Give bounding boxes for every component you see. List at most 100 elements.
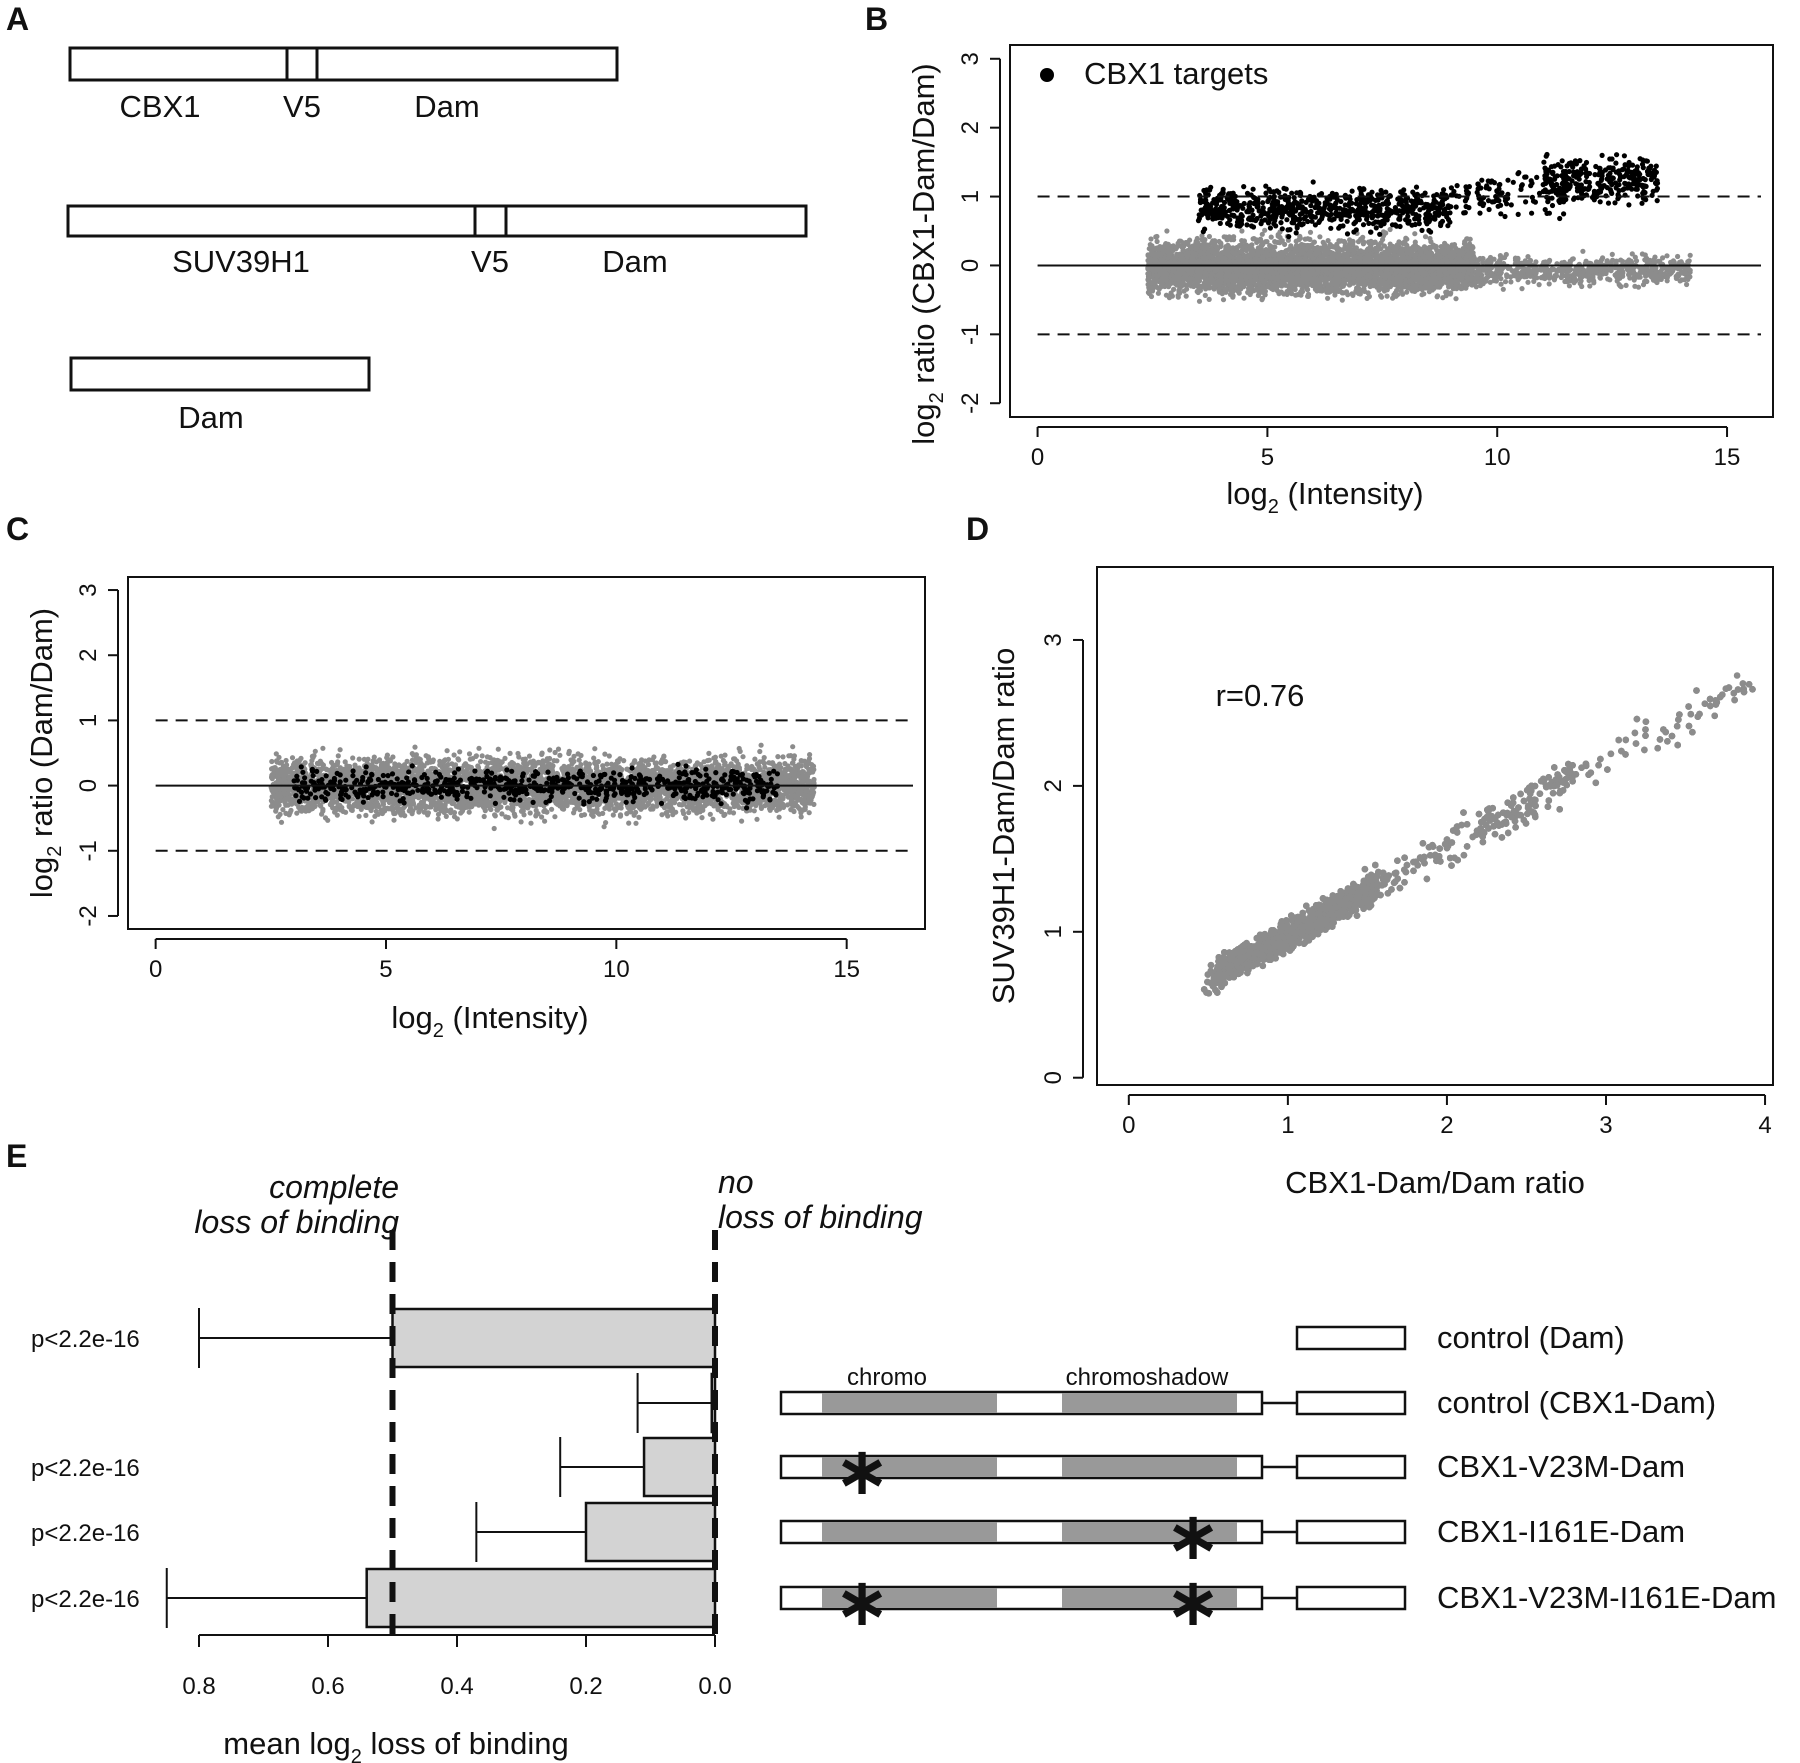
data-point <box>1271 270 1277 276</box>
data-point <box>1405 285 1411 291</box>
data-point <box>1353 245 1359 251</box>
data-point <box>1304 280 1310 286</box>
data-point <box>1684 281 1690 288</box>
data-point <box>1623 282 1629 288</box>
data-point <box>1412 254 1418 260</box>
data-point <box>1473 284 1479 290</box>
data-point <box>1181 277 1187 283</box>
data-point <box>1238 267 1244 273</box>
data-point <box>1440 250 1446 256</box>
construct-box <box>66 204 808 238</box>
data-point <box>1195 240 1201 246</box>
data-point <box>1176 274 1182 280</box>
data-point <box>1284 288 1290 295</box>
data-point <box>1406 255 1412 261</box>
data-point <box>1407 248 1413 254</box>
data-point <box>1396 256 1402 262</box>
data-point <box>1444 280 1450 286</box>
data-point <box>1176 279 1182 285</box>
data-point <box>1609 251 1615 257</box>
data-point <box>1145 281 1151 288</box>
scatter-points <box>1145 151 1693 304</box>
construct-cbx1-dam <box>68 46 619 82</box>
data-point <box>1155 290 1161 296</box>
data-point <box>1307 229 1314 235</box>
data-point <box>1362 259 1368 265</box>
data-point <box>1639 251 1645 257</box>
data-point <box>1362 282 1368 288</box>
data-point <box>1460 246 1466 252</box>
construct-label: Dam <box>414 89 479 124</box>
data-point <box>1221 250 1227 256</box>
data-point <box>1347 237 1353 243</box>
data-point <box>1226 234 1232 240</box>
data-point <box>1248 278 1254 284</box>
data-point <box>1289 278 1295 284</box>
data-point <box>1199 237 1205 243</box>
data-point <box>1154 238 1160 245</box>
data-point <box>1434 247 1440 253</box>
data-point <box>1259 231 1265 237</box>
data-point <box>1183 251 1189 257</box>
data-point <box>1297 248 1303 254</box>
data-point <box>1236 256 1242 262</box>
data-point <box>1218 241 1224 247</box>
data-point <box>1305 236 1311 242</box>
construct-label: Dam <box>178 400 243 435</box>
data-point <box>1202 292 1208 298</box>
data-point <box>1300 273 1306 279</box>
data-point <box>1208 274 1214 280</box>
data-point <box>1193 281 1199 287</box>
data-point <box>1164 282 1170 288</box>
data-point <box>1283 282 1289 288</box>
data-point <box>1196 298 1203 304</box>
data-point <box>1293 271 1300 277</box>
data-point <box>1437 279 1444 286</box>
data-point <box>1447 266 1453 272</box>
data-point <box>1617 283 1623 289</box>
data-point <box>1185 268 1191 274</box>
data-point <box>1288 243 1294 249</box>
data-point <box>1272 275 1278 281</box>
data-point <box>1315 268 1321 274</box>
data-point <box>1445 244 1451 250</box>
data-point <box>1325 238 1331 244</box>
data-point <box>1675 253 1681 260</box>
data-point <box>1153 234 1159 240</box>
data-point <box>1342 281 1348 287</box>
data-point <box>1307 248 1314 255</box>
data-point <box>1172 255 1178 261</box>
data-point <box>1223 286 1229 292</box>
data-point <box>1195 289 1201 296</box>
data-point <box>1339 289 1345 296</box>
data-point <box>1366 293 1372 300</box>
data-point <box>1166 295 1172 301</box>
data-point <box>1268 234 1274 240</box>
data-point <box>1412 231 1418 237</box>
data-point <box>1670 258 1676 264</box>
data-point <box>1182 240 1188 246</box>
construct-label: V5 <box>283 89 321 124</box>
data-point <box>1334 241 1340 247</box>
data-point <box>1367 247 1373 253</box>
data-point <box>1428 280 1434 286</box>
data-point <box>1419 292 1425 298</box>
data-point <box>1502 279 1509 285</box>
construct-box <box>68 46 619 82</box>
data-point <box>1437 272 1443 278</box>
panel-a-letter: A <box>6 1 29 37</box>
data-point <box>1149 288 1156 294</box>
data-point <box>1244 280 1250 286</box>
data-point <box>1164 228 1170 234</box>
data-point <box>1350 275 1356 281</box>
data-point <box>1247 273 1254 279</box>
data-point <box>1223 244 1229 250</box>
data-point <box>1363 267 1369 274</box>
data-point <box>1536 282 1542 288</box>
data-point <box>1305 293 1311 299</box>
data-point <box>1248 284 1254 290</box>
data-point <box>1299 289 1306 295</box>
data-point <box>1372 283 1378 289</box>
data-point <box>1373 258 1379 264</box>
